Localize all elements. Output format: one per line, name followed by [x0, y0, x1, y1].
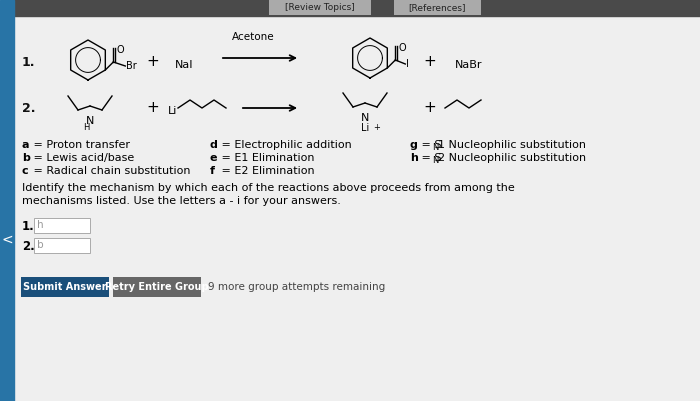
Text: g: g: [410, 140, 418, 150]
Text: = Lewis acid/base: = Lewis acid/base: [30, 153, 134, 163]
Text: c: c: [22, 166, 29, 176]
Text: <: <: [1, 233, 13, 247]
Text: [References]: [References]: [408, 4, 466, 12]
FancyBboxPatch shape: [269, 0, 371, 15]
FancyBboxPatch shape: [21, 277, 109, 297]
Text: +: +: [373, 123, 380, 132]
Text: +: +: [146, 55, 160, 69]
Text: O: O: [116, 45, 124, 55]
Text: NaI: NaI: [175, 60, 193, 70]
FancyBboxPatch shape: [113, 277, 201, 297]
Text: b: b: [37, 240, 43, 250]
Text: = Radical chain substitution: = Radical chain substitution: [30, 166, 190, 176]
Text: Submit Answer: Submit Answer: [23, 282, 106, 292]
Text: 1 Nucleophilic substitution: 1 Nucleophilic substitution: [438, 140, 586, 150]
Text: 1.: 1.: [22, 220, 35, 233]
Text: = E2 Elimination: = E2 Elimination: [218, 166, 314, 176]
Text: NaBr: NaBr: [455, 60, 482, 70]
Text: H: H: [83, 123, 89, 132]
Text: Retry Entire Group: Retry Entire Group: [105, 282, 209, 292]
Text: 2.: 2.: [22, 240, 35, 253]
FancyBboxPatch shape: [394, 0, 481, 15]
Text: +: +: [424, 55, 436, 69]
Text: Acetone: Acetone: [232, 32, 274, 42]
Text: = Proton transfer: = Proton transfer: [30, 140, 130, 150]
Text: 1.: 1.: [22, 55, 36, 69]
Text: N: N: [360, 113, 369, 123]
Bar: [14, 0, 700, 16]
Text: = Electrophilic addition: = Electrophilic addition: [218, 140, 351, 150]
Text: h: h: [37, 220, 43, 230]
Text: +: +: [424, 101, 436, 115]
Text: f: f: [210, 166, 215, 176]
Text: N: N: [86, 116, 94, 126]
Text: O: O: [398, 43, 406, 53]
FancyBboxPatch shape: [34, 237, 90, 253]
Text: a: a: [22, 140, 29, 150]
Text: d: d: [210, 140, 218, 150]
Text: b: b: [22, 153, 30, 163]
Text: N: N: [432, 156, 438, 165]
Text: Identify the mechanism by which each of the reactions above proceeds from among : Identify the mechanism by which each of …: [22, 183, 514, 193]
Text: h: h: [410, 153, 418, 163]
Text: [Review Topics]: [Review Topics]: [285, 4, 355, 12]
Text: +: +: [146, 101, 160, 115]
Text: N: N: [432, 143, 438, 152]
Text: = E1 Elimination: = E1 Elimination: [218, 153, 314, 163]
Text: I: I: [406, 59, 410, 69]
Text: = S: = S: [418, 153, 442, 163]
Text: 2.: 2.: [22, 101, 36, 115]
Text: mechanisms listed. Use the letters a - i for your answers.: mechanisms listed. Use the letters a - i…: [22, 196, 341, 206]
Text: 2 Nucleophilic substitution: 2 Nucleophilic substitution: [438, 153, 586, 163]
FancyBboxPatch shape: [34, 217, 90, 233]
Bar: [0, 0, 14, 401]
Text: Br: Br: [126, 61, 137, 71]
Text: e: e: [210, 153, 218, 163]
Text: Li: Li: [361, 123, 369, 133]
Text: 9 more group attempts remaining: 9 more group attempts remaining: [208, 282, 385, 292]
Text: Li: Li: [168, 106, 177, 116]
Text: = S: = S: [418, 140, 442, 150]
